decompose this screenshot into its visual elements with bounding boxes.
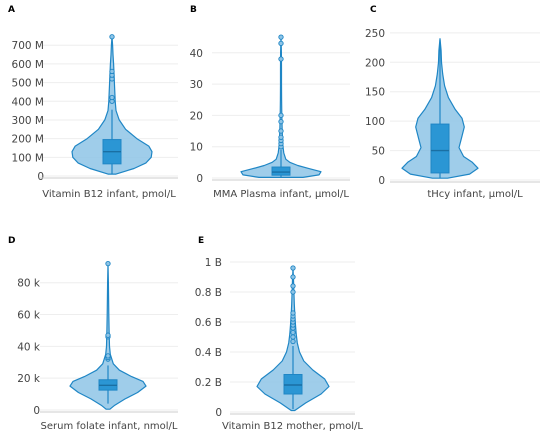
outlier-point (109, 94, 115, 101)
y-tick-label: 0 (215, 407, 222, 419)
y-tick-label: 100 (365, 116, 385, 128)
y-tick-label: 600 M (12, 59, 44, 71)
panel-a: A 0 100 M 200 M 300 M 400 M 500 M 600 M 700 M Vit… (8, 5, 178, 200)
outlier-point (290, 338, 296, 345)
y-tick-label: 0 (196, 173, 203, 185)
y-tick-label: 200 M (12, 134, 44, 146)
x-axis-label: Vitamin B12 infant, pmol/L (42, 189, 176, 200)
panel-e: E 0 0.2 B 0.4 B 0.6 B 0.8 B 1 B Vitamin B12 mot… (195, 236, 364, 432)
outlier-point (105, 260, 111, 267)
outlier-point (105, 353, 111, 359)
x-axis-label: MMA Plasma infant, µmol/L (213, 189, 349, 200)
outlier-point (278, 40, 284, 47)
y-tick-label: 0.2 B (195, 377, 222, 389)
y-tick-label: 400 M (12, 96, 44, 108)
outlier-point (278, 112, 284, 119)
y-tick-label: 500 M (12, 78, 44, 90)
y-tick-label: 0 (378, 175, 385, 187)
box-iqr (430, 123, 450, 174)
outlier-point (290, 274, 296, 280)
y-tick-label: 1 B (205, 257, 222, 269)
outlier-point (290, 283, 296, 289)
outlier-point (290, 265, 296, 271)
panel-label: B (190, 5, 197, 15)
panel-d: D 0 20 k 40 k 60 k 80 k Serum folate infant, n… (8, 236, 178, 432)
outlier-point (278, 119, 284, 125)
panel-label: E (198, 236, 204, 246)
y-tick-label: 100 M (12, 152, 44, 164)
outlier-point (109, 68, 115, 75)
y-tick-label: 80 k (17, 278, 41, 290)
y-tick-label: 700 M (12, 40, 44, 52)
y-tick-label: 40 (190, 48, 203, 60)
outlier-point (278, 128, 284, 134)
panel-label: C (370, 5, 377, 15)
y-tick-label: 0.8 B (195, 287, 222, 299)
violin-shape (71, 36, 153, 175)
y-tick-label: 20 (190, 110, 203, 122)
y-tick-label: 60 k (17, 310, 41, 322)
y-tick-label: 0 (33, 405, 40, 417)
outlier-point (290, 310, 296, 316)
y-tick-label: 300 M (12, 115, 44, 127)
y-tick-label: 0.4 B (195, 347, 222, 359)
y-tick-label: 20 k (17, 373, 41, 385)
outlier-point (109, 34, 115, 40)
y-tick-label: 30 (190, 79, 203, 91)
y-tick-label: 40 k (17, 341, 41, 353)
outlier-point (278, 134, 284, 140)
x-axis-label: tHcy infant, µmol/L (427, 189, 523, 200)
y-tick-label: 0.6 B (195, 317, 222, 329)
panel-c: C 0 50 100 150 200 250 tHcy infant, µmol/L (365, 5, 540, 200)
outlier-point (278, 56, 284, 62)
panel-b: B 0 10 20 30 40 MMA Plasma infant, µmol/L (190, 5, 350, 200)
y-tick-label: 0 (37, 171, 44, 183)
y-tick-label: 10 (190, 142, 203, 154)
y-tick-label: 200 (365, 57, 385, 69)
x-axis-label: Vitamin B12 mother, pmol/L (222, 421, 363, 432)
panel-label: A (8, 5, 15, 15)
y-tick-label: 150 (365, 87, 385, 99)
outlier-point (290, 329, 296, 336)
x-axis-label: Serum folate infant, nmol/L (41, 421, 178, 432)
box-iqr (283, 374, 303, 395)
box-iqr (271, 166, 291, 176)
panel-label: D (8, 236, 15, 246)
outlier-point (105, 332, 111, 338)
y-tick-label: 50 (372, 146, 385, 158)
outlier-point (278, 34, 284, 40)
y-tick-label: 250 (365, 28, 385, 40)
outlier-point (290, 334, 296, 340)
outlier-point (290, 289, 296, 295)
